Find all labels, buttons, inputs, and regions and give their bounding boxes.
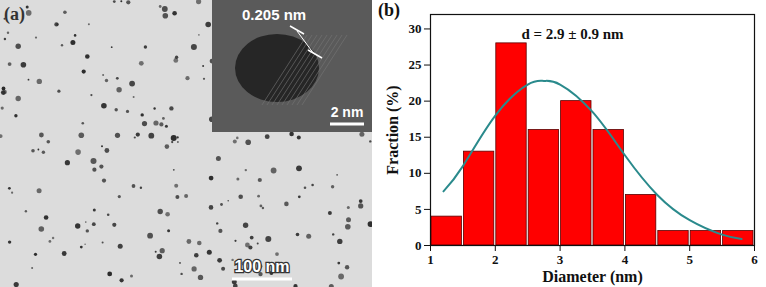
svg-text:Fraction (%): Fraction (%) — [384, 85, 402, 174]
svg-text:100 nm: 100 nm — [234, 258, 289, 275]
svg-text:5: 5 — [686, 252, 693, 267]
html-text:(b): (b) — [378, 0, 400, 20]
svg-text:6: 6 — [751, 252, 758, 267]
svg-text:30: 30 — [409, 21, 422, 36]
svg-text:20: 20 — [409, 93, 422, 108]
svg-text:0.205 nm: 0.205 nm — [242, 6, 306, 23]
svg-text:2: 2 — [492, 252, 499, 267]
svg-text:Diameter (nm): Diameter (nm) — [542, 268, 643, 286]
svg-text:5: 5 — [415, 202, 422, 217]
svg-text:0: 0 — [415, 238, 422, 253]
svg-text:3: 3 — [557, 252, 564, 267]
svg-text:15: 15 — [409, 129, 423, 144]
svg-text:(a): (a) — [4, 4, 25, 25]
svg-text:10: 10 — [409, 165, 422, 180]
svg-text:25: 25 — [409, 57, 423, 72]
svg-text:4: 4 — [622, 252, 629, 267]
svg-text:2 nm: 2 nm — [331, 104, 364, 120]
svg-text:d = 2.9 ± 0.9 nm: d = 2.9 ± 0.9 nm — [521, 26, 624, 42]
svg-text:1: 1 — [427, 252, 434, 267]
